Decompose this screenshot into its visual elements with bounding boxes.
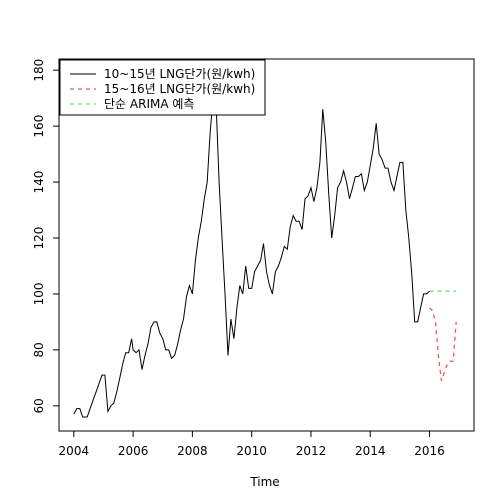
y-tick-label: 100 (32, 282, 46, 305)
x-tick-label: 2006 (118, 444, 149, 458)
x-tick-label: 2014 (355, 444, 386, 458)
legend-box (59, 59, 266, 116)
series-line-2 (429, 307, 457, 381)
plot-area (58, 58, 475, 432)
y-tick-label: 80 (32, 342, 46, 357)
legend-label-2: 15~16년 LNG단가(원/kwh) (104, 82, 255, 96)
legend: 10~15년 LNG단가(원/kwh)15~16년 LNG단가(원/kwh)단순… (59, 59, 266, 116)
x-axis-label: Time (249, 475, 279, 489)
y-tick-label: 180 (32, 59, 46, 82)
y-tick-label: 160 (32, 115, 46, 138)
x-axis: 2004 2006 2008 2010 2012 2014 2016 (59, 431, 445, 458)
y-axis: 60 80 100 120 140 160 180 (32, 59, 59, 413)
legend-label-1: 10~15년 LNG단가(원/kwh) (104, 67, 255, 81)
series-layer (73, 96, 457, 418)
x-tick-label: 2008 (177, 444, 208, 458)
y-tick-label: 120 (32, 227, 46, 250)
x-tick-label: 2010 (236, 444, 267, 458)
y-tick-label: 140 (32, 171, 46, 194)
y-tick-label: 60 (32, 398, 46, 413)
x-tick-label: 2004 (59, 444, 90, 458)
x-tick-label: 2012 (296, 444, 327, 458)
legend-label-3: 단순 ARIMA 예측 (104, 97, 194, 111)
series-line-1 (73, 96, 430, 418)
x-tick-label: 2016 (414, 444, 445, 458)
plot-frame (58, 58, 475, 432)
